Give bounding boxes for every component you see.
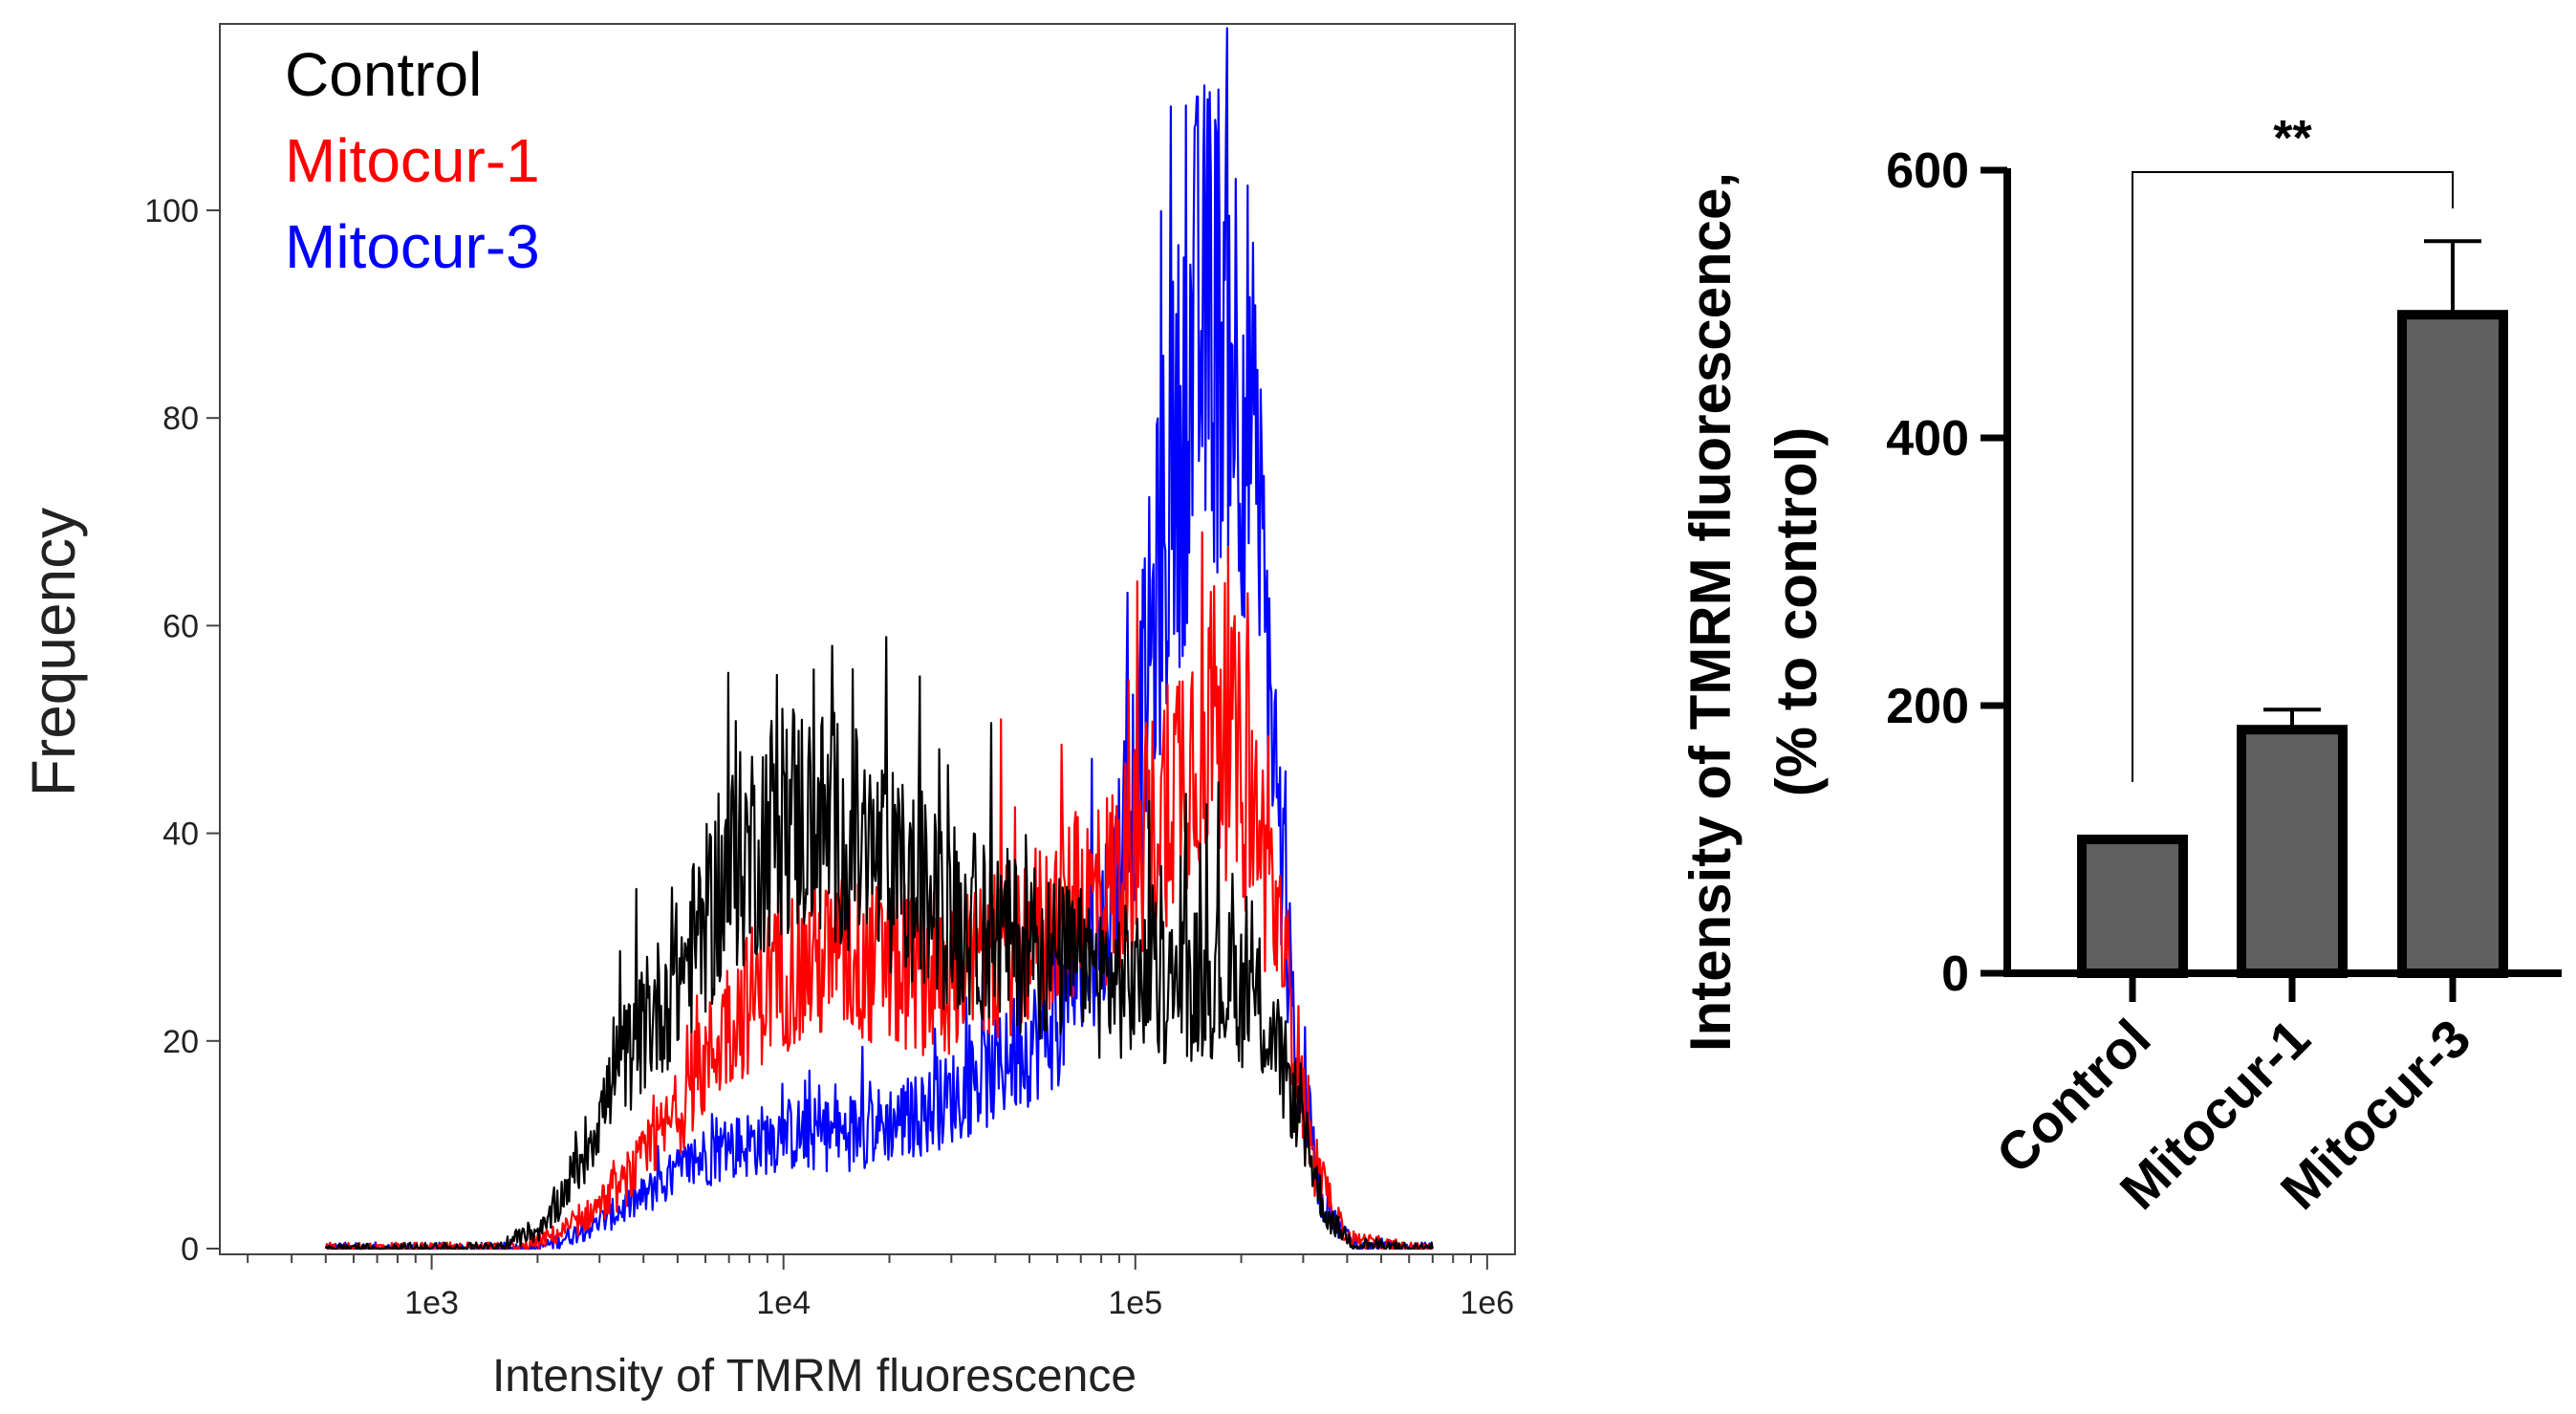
histogram-series-group	[324, 27, 1434, 1251]
histogram-series-control	[324, 636, 1434, 1251]
histogram-y-tick-label: 0	[181, 1231, 199, 1268]
histogram-x-tick-label: 1e3	[404, 1285, 459, 1321]
histogram-y-axis-label: Frequency	[19, 508, 88, 796]
bar-y-tick-label: 400	[1886, 411, 1969, 467]
histogram-y-tick-label: 100	[144, 193, 199, 229]
bar-y-axis-label-line-2: (% to control)	[1764, 427, 1829, 797]
histogram-panel: 0 20 40 60 80 100 1e3 1e4 1e5 1e6 Control Mitocur…	[19, 23, 1516, 1402]
histogram-series-mitocur-3	[325, 27, 1433, 1251]
histogram-x-tick-label: 1e4	[756, 1285, 811, 1321]
bar-y-tick-label: 600	[1886, 143, 1969, 199]
bar-control	[2077, 835, 2188, 978]
significance-label: **	[2273, 111, 2312, 166]
histogram-legend: Control Mitocur-1 Mitocur-3	[285, 40, 540, 281]
histogram-x-tick-label: 1e6	[1460, 1285, 1514, 1321]
legend-entry-control: Control	[285, 40, 482, 109]
histogram-y-tick-label: 20	[162, 1024, 199, 1060]
bar-marks-group: **	[2077, 111, 2508, 979]
histogram-y-tick-label: 80	[162, 401, 199, 437]
histogram-axes: 0 20 40 60 80 100 1e3 1e4 1e5 1e6	[144, 193, 1514, 1321]
bar-y-tick-label: 200	[1886, 679, 1969, 734]
histogram-plot-frame	[219, 23, 1516, 1255]
significance-bracket	[2132, 171, 2454, 782]
histogram-y-tick-label: 40	[162, 816, 199, 853]
bar-mitocur-3	[2397, 310, 2508, 978]
bar-y-axis-label-line-1: Intensity of TMRM fluorescence,	[1678, 172, 1743, 1052]
histogram-x-axis-label: Intensity of TMRM fluorescence	[492, 1351, 1136, 1402]
bar-y-tick-label: 0	[1941, 946, 1969, 1002]
legend-entry-mitocur-3: Mitocur-3	[285, 212, 540, 281]
bar-mitocur-1	[2237, 725, 2348, 979]
histogram-y-tick-label: 60	[162, 608, 199, 644]
legend-entry-mitocur-1: Mitocur-1	[285, 126, 540, 195]
histogram-x-tick-label: 1e5	[1108, 1285, 1162, 1321]
